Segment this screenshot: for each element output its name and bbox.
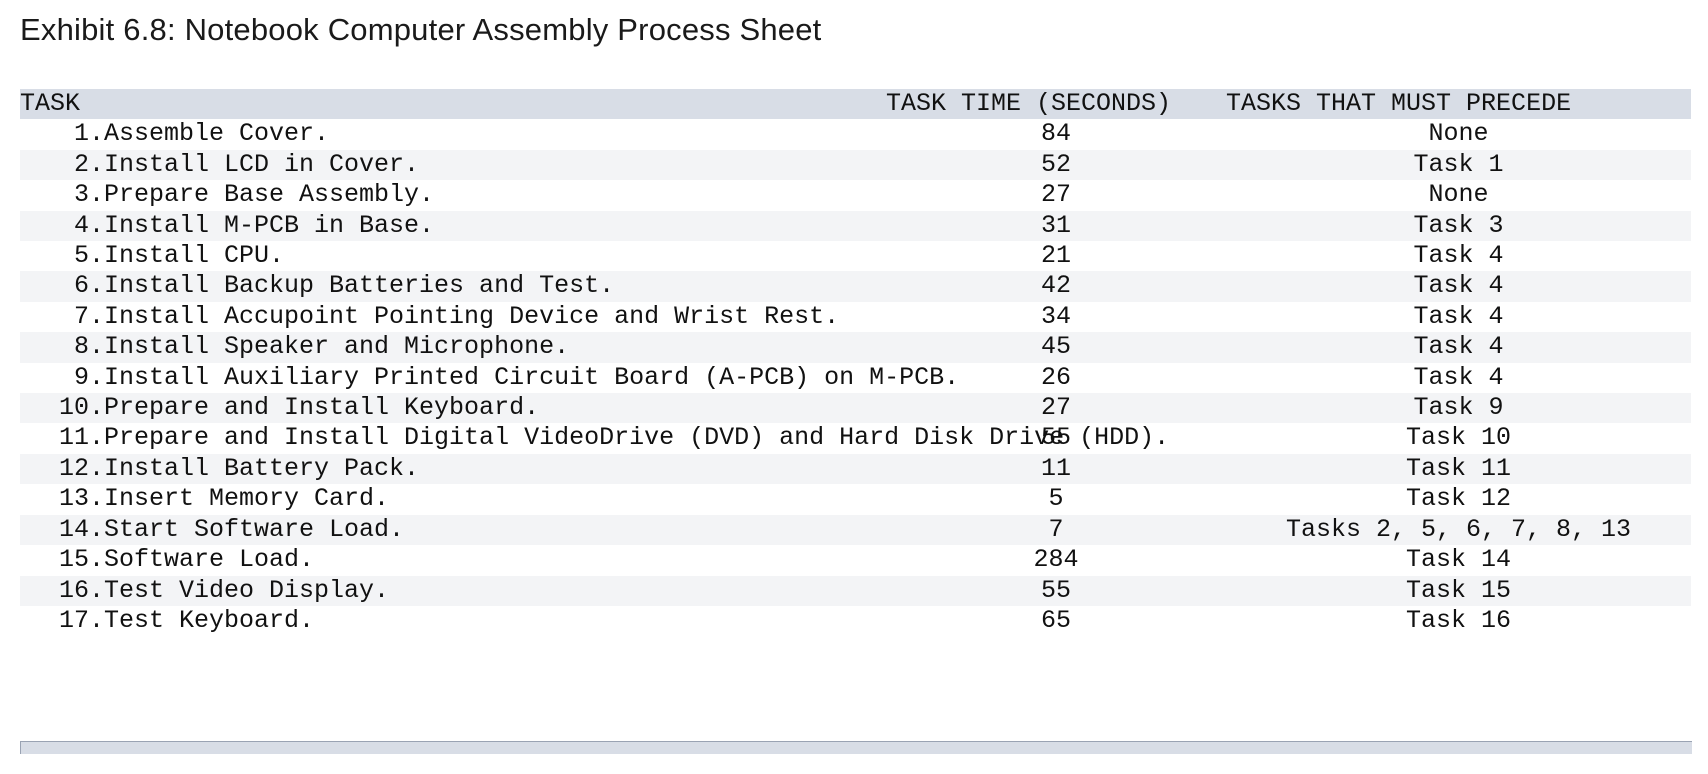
task-precede-cell: Task 4 [1413,241,1504,271]
table-row: 3. Prepare Base Assembly. 27 None [20,180,1692,211]
column-header-task-time: TASK TIME (SECONDS) [886,89,1172,118]
task-precede-cell: None [1428,180,1489,210]
task-time-cell: 45 [1041,332,1072,362]
task-precede-cell: Task 11 [1406,453,1512,483]
task-number-cell: 4. [73,210,104,240]
task-description-cell: Prepare and Install Digital VideoDrive (… [104,423,1170,453]
task-number-cell: 6. [73,271,104,301]
table-row: 16. Test Video Display. 55 Task 15 [20,575,1692,606]
task-number-cell: 5. [73,241,104,271]
task-time-cell: 5 [1048,484,1064,514]
table-row: 1. Assemble Cover. 84 None [20,119,1692,150]
column-header-tasks-precede: TASKS THAT MUST PRECEDE [1226,89,1572,118]
task-precede-cell: Task 12 [1406,484,1512,514]
task-number-cell: 1. [73,119,104,149]
task-description-cell: Insert Memory Card. [104,484,390,514]
task-time-cell: 55 [1041,575,1072,605]
task-number-cell: 8. [73,332,104,362]
task-precede-cell: Task 15 [1406,575,1512,605]
task-precede-cell: Task 4 [1413,301,1504,331]
task-description-cell: Install Auxiliary Printed Circuit Board … [104,362,960,392]
task-precede-cell: None [1428,119,1489,149]
column-header-task: TASK [20,89,81,118]
task-description-cell: Install CPU. [104,241,285,271]
task-description-cell: Software Load. [104,545,315,575]
task-description-cell: Prepare Base Assembly. [104,180,435,210]
task-description-cell: Install Accupoint Pointing Device and Wr… [104,301,840,331]
task-number-cell: 10. [58,393,104,423]
table-body: 1. Assemble Cover. 84 None 2. Install LCD in … [20,119,1692,637]
task-time-cell: 84 [1041,119,1072,149]
task-number-cell: 3. [73,180,104,210]
task-description-cell: Install Battery Pack. [104,453,420,483]
table-row: 5. Install CPU. 21 Task 4 [20,241,1692,272]
table-row: 13. Insert Memory Card. 5 Task 12 [20,484,1692,515]
task-number-cell: 7. [73,301,104,331]
task-description-cell: Install Speaker and Microphone. [104,332,570,362]
task-description-cell: Test Keyboard. [104,605,315,635]
table-row: 15. Software Load. 284 Task 14 [20,545,1692,576]
task-time-cell: 34 [1041,301,1072,331]
task-time-cell: 27 [1041,180,1072,210]
process-table-container: TASK TASK TIME (SECONDS) TASKS THAT MUST… [20,89,1692,637]
task-time-cell: 42 [1041,271,1072,301]
task-description-cell: Start Software Load. [104,514,405,544]
task-precede-cell: Task 10 [1406,423,1512,453]
table-row: 7. Install Accupoint Pointing Device and … [20,301,1692,333]
task-precede-cell: Task 4 [1413,271,1504,301]
task-number-cell: 17. [58,605,104,635]
task-precede-cell: Task 4 [1413,332,1504,362]
table-row: 2. Install LCD in Cover. 52 Task 1 [20,149,1692,181]
task-precede-cell: Task 9 [1413,393,1504,423]
task-time-cell: 21 [1041,241,1072,271]
task-description-cell: Prepare and Install Keyboard. [104,393,540,423]
task-description-cell: Install LCD in Cover. [104,149,420,179]
task-number-cell: 14. [58,514,104,544]
task-time-cell: 55 [1041,423,1072,453]
task-number-cell: 11. [58,423,104,453]
exhibit-title: Exhibit 6.8: Notebook Computer Assembly … [20,12,822,47]
task-precede-cell: Task 14 [1406,545,1512,575]
task-number-cell: 15. [58,545,104,575]
task-number-cell: 16. [58,575,104,605]
task-precede-cell: Task 4 [1413,362,1504,392]
task-precede-cell: Task 3 [1413,210,1504,240]
table-header-row: TASK TASK TIME (SECONDS) TASKS THAT MUST… [20,89,1692,120]
task-number-cell: 9. [73,362,104,392]
task-number-cell: 2. [73,149,104,179]
task-description-cell: Test Video Display. [104,575,390,605]
task-description-cell: Assemble Cover. [104,119,330,149]
task-description-cell: Install M-PCB in Base. [104,210,435,240]
table-row: 6. Install Backup Batteries and Test. 42 Ta… [20,271,1692,302]
task-time-cell: 26 [1041,362,1072,392]
table-row: 9. Install Auxiliary Printed Circuit Boar… [20,362,1692,394]
task-time-cell: 7 [1048,514,1064,544]
task-number-cell: 13. [58,484,104,514]
task-precede-cell: Task 16 [1406,605,1512,635]
table-row: 8. Install Speaker and Microphone. 45 Task … [20,332,1692,363]
task-time-cell: 31 [1041,210,1072,240]
task-time-cell: 52 [1041,149,1072,179]
table-row: 17. Test Keyboard. 65 Task 16 [20,605,1692,637]
task-time-cell: 11 [1041,453,1072,483]
table-row: 12. Install Battery Pack. 11 Task 11 [20,453,1692,485]
task-time-cell: 27 [1041,393,1072,423]
table-row: 4. Install M-PCB in Base. 31 Task 3 [20,210,1692,242]
table-row: 14. Start Software Load. 7 Tasks 2, 5, 6, 7… [20,514,1692,546]
process-table: TASK TASK TIME (SECONDS) TASKS THAT MUST… [20,89,1692,637]
task-description-cell: Install Backup Batteries and Test. [104,271,615,301]
table-row: 10. Prepare and Install Keyboard. 27 Task 9 [20,393,1692,424]
task-precede-cell: Tasks 2, 5, 6, 7, 8, 13 [1285,514,1632,544]
task-number-cell: 12. [58,453,104,483]
task-time-cell: 65 [1041,605,1072,635]
table-row: 11. Prepare and Install Digital VideoDriv… [20,423,1692,454]
task-time-cell: 284 [1033,545,1079,575]
task-precede-cell: Task 1 [1413,149,1504,179]
table-bottom-bar [20,741,1692,754]
